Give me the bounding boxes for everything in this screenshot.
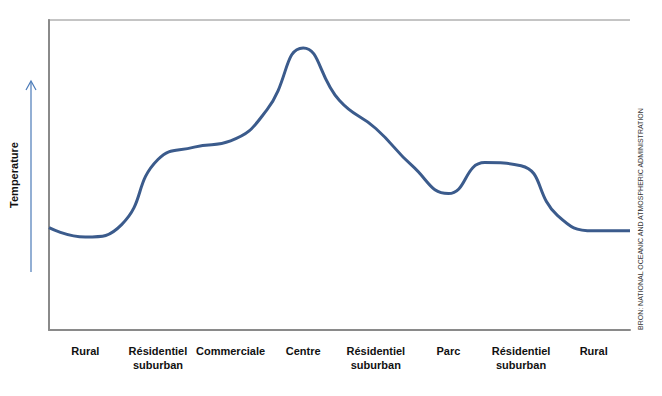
svg-text:Résidentiel: Résidentiel	[346, 345, 405, 357]
svg-text:Résidentiel: Résidentiel	[492, 345, 551, 357]
svg-text:Commerciale: Commerciale	[196, 345, 265, 357]
svg-text:suburban: suburban	[351, 359, 401, 371]
svg-text:BRON: NATIONAL OCEANIC AND ATM: BRON: NATIONAL OCEANIC AND ATMOSPHERIC A…	[637, 108, 644, 330]
svg-text:suburban: suburban	[496, 359, 546, 371]
svg-text:Temperature: Temperature	[8, 142, 20, 208]
svg-text:Résidentiel: Résidentiel	[129, 345, 188, 357]
svg-text:suburban: suburban	[133, 359, 183, 371]
svg-text:Rural: Rural	[580, 345, 608, 357]
svg-text:Centre: Centre	[286, 345, 321, 357]
svg-text:Parc: Parc	[437, 345, 461, 357]
svg-text:Rural: Rural	[71, 345, 99, 357]
